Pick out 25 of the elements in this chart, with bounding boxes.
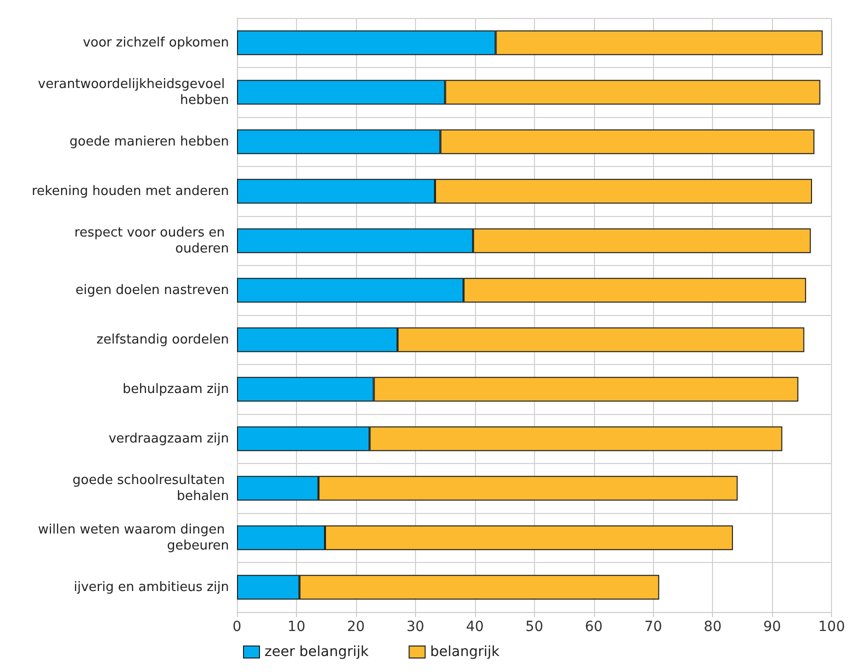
y-tick-label: verantwoordelijkheidsgevoel hebben (38, 76, 229, 108)
y-tick-label: verdraagzaam zijn (108, 431, 229, 446)
y-tick-label: rekening houden met anderen (32, 184, 229, 199)
y-tick-label: zelfstandig oordelen (96, 332, 229, 348)
x-tick-label: 60 (584, 619, 603, 635)
y-tick-label: goede manieren hebben (70, 134, 229, 150)
x-tick-label: 10 (288, 619, 306, 635)
x-tick-label: 80 (704, 619, 722, 635)
x-tick-label: 100 (818, 619, 846, 635)
x-tick-label: 90 (763, 619, 782, 635)
x-tick-label: 50 (525, 619, 544, 635)
y-tick-label: willen weten waarom dingen gebeuren (38, 522, 229, 554)
x-tick-label: 30 (406, 619, 424, 635)
x-tick-label: 40 (466, 619, 484, 635)
legend-label: zeer belangrijk (264, 644, 370, 660)
y-tick-label: eigen doelen nastreven (76, 282, 229, 298)
y-tick-label: goede schoolresultaten behalen (72, 472, 229, 504)
x-tick-label: 0 (232, 619, 242, 635)
x-tick-label: 70 (644, 619, 662, 635)
legend-label: belangrijk (430, 644, 500, 660)
x-tick-label: 20 (347, 619, 365, 635)
y-tick-label: behulpzaam zijn (122, 382, 229, 397)
y-tick-label: voor zichzelf opkomen (82, 35, 229, 50)
y-tick-label: respect voor ouders en ouderen (74, 225, 229, 256)
y-tick-label: ijverig en ambitieus zijn (74, 580, 229, 595)
